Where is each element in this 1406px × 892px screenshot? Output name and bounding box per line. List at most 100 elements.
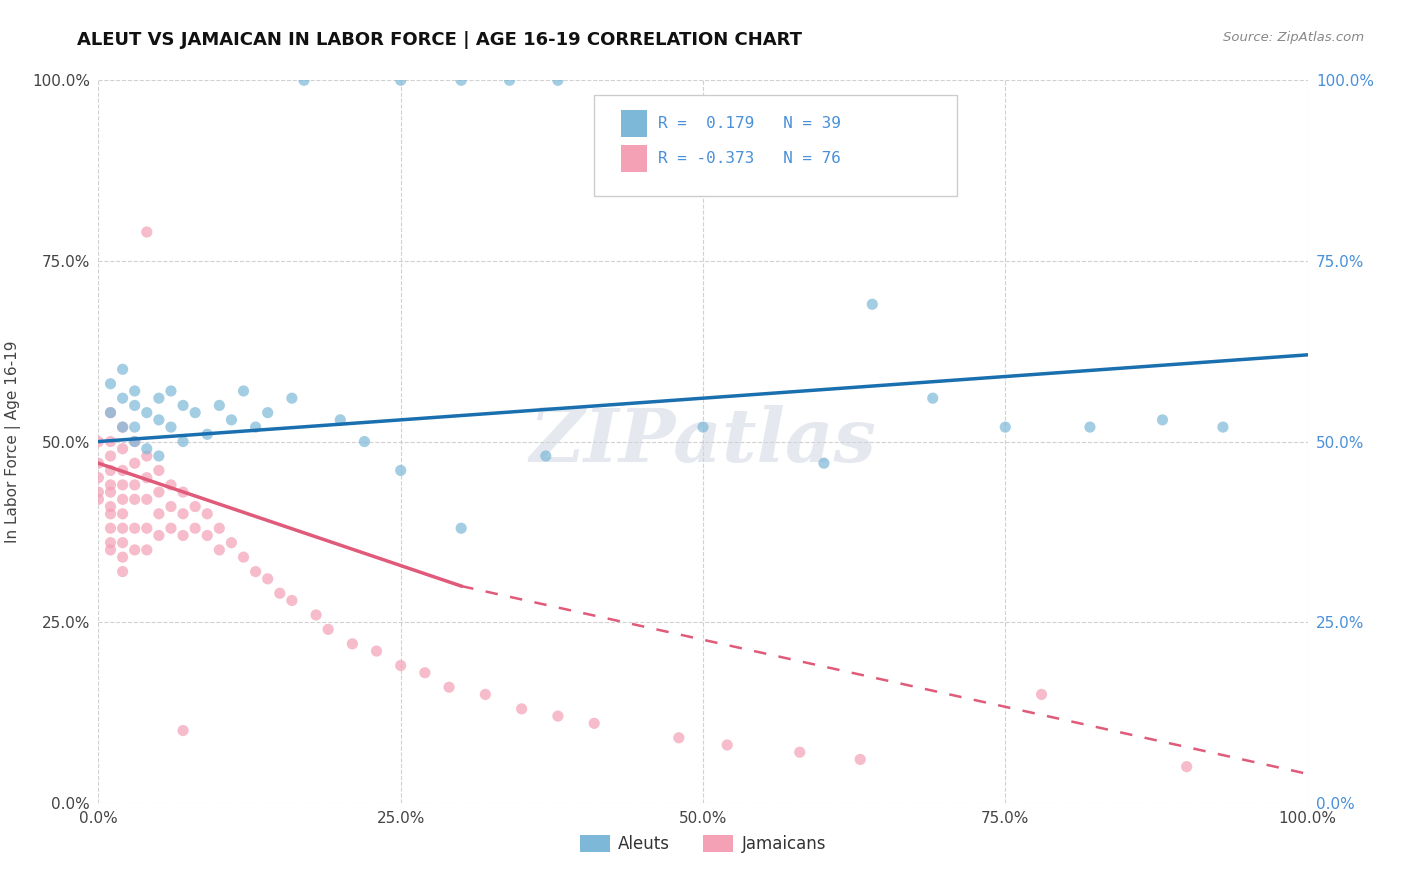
Point bbox=[135, 406, 157, 420]
Point bbox=[437, 680, 460, 694]
Point bbox=[124, 434, 146, 449]
Point bbox=[184, 500, 207, 514]
Point bbox=[111, 442, 134, 456]
Point bbox=[281, 391, 304, 405]
Bar bbox=[621, 145, 647, 172]
Point bbox=[208, 521, 231, 535]
Text: R =  0.179   N = 39: R = 0.179 N = 39 bbox=[658, 116, 841, 131]
Point bbox=[100, 463, 122, 477]
Bar bbox=[621, 110, 647, 137]
Point bbox=[195, 507, 218, 521]
Point bbox=[1078, 420, 1101, 434]
Text: ALEUT VS JAMAICAN IN LABOR FORCE | AGE 16-19 CORRELATION CHART: ALEUT VS JAMAICAN IN LABOR FORCE | AGE 1… bbox=[77, 31, 803, 49]
Point bbox=[849, 752, 872, 766]
Point bbox=[135, 470, 157, 484]
Point bbox=[135, 492, 157, 507]
Point bbox=[100, 485, 122, 500]
Point bbox=[389, 73, 412, 87]
Point bbox=[813, 456, 835, 470]
Point bbox=[124, 420, 146, 434]
Point bbox=[100, 521, 122, 535]
Point bbox=[100, 406, 122, 420]
Point bbox=[124, 492, 146, 507]
Point bbox=[160, 521, 183, 535]
Point bbox=[172, 434, 194, 449]
Point bbox=[100, 507, 122, 521]
Point bbox=[281, 593, 304, 607]
Point bbox=[100, 406, 122, 420]
Point bbox=[87, 492, 110, 507]
Point bbox=[789, 745, 811, 759]
Point bbox=[160, 500, 183, 514]
Point bbox=[111, 565, 134, 579]
Point bbox=[160, 478, 183, 492]
Point bbox=[245, 565, 267, 579]
Point bbox=[292, 73, 315, 87]
Point bbox=[245, 420, 267, 434]
Point bbox=[921, 391, 943, 405]
Point bbox=[135, 542, 157, 557]
Point bbox=[135, 449, 157, 463]
Point bbox=[124, 478, 146, 492]
Point bbox=[510, 702, 533, 716]
Point bbox=[1212, 420, 1234, 434]
Point bbox=[87, 485, 110, 500]
Point bbox=[111, 391, 134, 405]
Point bbox=[100, 449, 122, 463]
Point bbox=[124, 398, 146, 412]
Point bbox=[534, 449, 557, 463]
Point bbox=[184, 406, 207, 420]
Point bbox=[716, 738, 738, 752]
Point bbox=[305, 607, 328, 622]
Point bbox=[221, 413, 243, 427]
Point bbox=[547, 73, 569, 87]
Point bbox=[135, 225, 157, 239]
Point bbox=[172, 723, 194, 738]
Text: Source: ZipAtlas.com: Source: ZipAtlas.com bbox=[1223, 31, 1364, 45]
Point bbox=[124, 542, 146, 557]
Point bbox=[100, 478, 122, 492]
Point bbox=[353, 434, 375, 449]
Point bbox=[148, 485, 170, 500]
Point bbox=[111, 550, 134, 565]
Point bbox=[256, 406, 278, 420]
Point bbox=[547, 709, 569, 723]
Text: R = -0.373   N = 76: R = -0.373 N = 76 bbox=[658, 151, 841, 166]
Point bbox=[135, 442, 157, 456]
Point bbox=[111, 463, 134, 477]
Point bbox=[124, 384, 146, 398]
Point bbox=[111, 478, 134, 492]
Point bbox=[256, 572, 278, 586]
Point bbox=[124, 521, 146, 535]
Point bbox=[172, 528, 194, 542]
Text: ZIPatlas: ZIPatlas bbox=[530, 405, 876, 478]
Point bbox=[450, 73, 472, 87]
Point bbox=[1031, 687, 1053, 701]
Point bbox=[111, 420, 134, 434]
Point bbox=[316, 623, 339, 637]
FancyBboxPatch shape bbox=[595, 95, 957, 196]
Point bbox=[160, 420, 183, 434]
Point bbox=[329, 413, 352, 427]
Point bbox=[111, 420, 134, 434]
Point bbox=[124, 456, 146, 470]
Point bbox=[413, 665, 436, 680]
Point bbox=[208, 542, 231, 557]
Point bbox=[860, 297, 883, 311]
Point bbox=[100, 535, 122, 549]
Point bbox=[1175, 760, 1198, 774]
Point bbox=[692, 420, 714, 434]
Y-axis label: In Labor Force | Age 16-19: In Labor Force | Age 16-19 bbox=[6, 340, 21, 543]
Point bbox=[668, 731, 690, 745]
Point bbox=[87, 456, 110, 470]
Point bbox=[366, 644, 388, 658]
Point bbox=[184, 521, 207, 535]
Point bbox=[111, 492, 134, 507]
Point bbox=[221, 535, 243, 549]
Point bbox=[100, 376, 122, 391]
Point bbox=[232, 384, 254, 398]
Point bbox=[269, 586, 291, 600]
Point bbox=[172, 398, 194, 412]
Point bbox=[1152, 413, 1174, 427]
Point bbox=[160, 384, 183, 398]
